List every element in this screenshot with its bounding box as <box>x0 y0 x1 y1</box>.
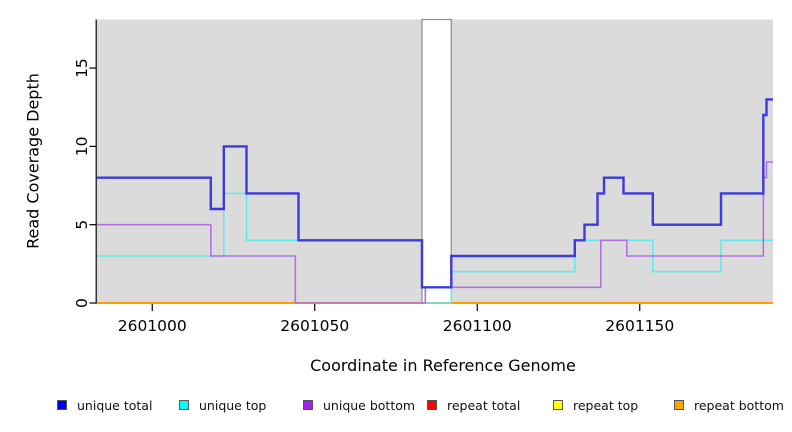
x-axis-title: Coordinate in Reference Genome <box>310 356 576 375</box>
legend-label: repeat top <box>573 398 639 413</box>
y-tick-label: 0 <box>73 298 91 308</box>
x-tick-label: 2601050 <box>280 317 349 335</box>
x-tick-label: 2601100 <box>443 317 512 335</box>
series-unique-top <box>97 192 773 304</box>
x-tick-label: 2601150 <box>605 317 674 335</box>
y-tick-label: 5 <box>73 220 91 230</box>
legend-swatch <box>303 400 313 410</box>
x-tick-label: 2601000 <box>118 317 187 335</box>
legend-label: unique bottom <box>323 398 416 413</box>
series-unique-total <box>97 98 773 289</box>
legend-label: unique top <box>199 398 267 413</box>
coverage-gap-band <box>421 18 452 304</box>
legend-swatch <box>179 400 189 410</box>
legend-label: unique total <box>77 398 153 413</box>
series-unique-bottom <box>97 161 773 304</box>
legend-swatch <box>674 400 684 410</box>
legend-swatch <box>553 400 563 410</box>
legend-swatch <box>427 400 437 410</box>
legend-label: repeat total <box>447 398 521 413</box>
legend: unique total unique top unique bottom re… <box>0 398 792 418</box>
y-tick-label: 15 <box>73 58 91 78</box>
y-tick-label: 10 <box>73 137 91 157</box>
legend-swatch <box>57 400 67 410</box>
y-axis-title: Read Coverage Depth <box>23 73 43 249</box>
legend-label: repeat bottom <box>694 398 784 413</box>
